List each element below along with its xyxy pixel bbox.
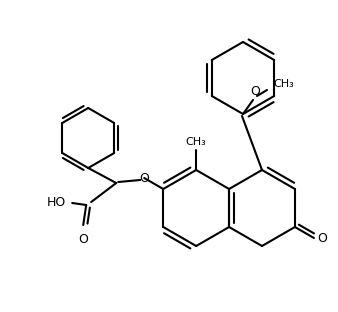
Text: HO: HO bbox=[47, 197, 66, 209]
Text: O: O bbox=[78, 233, 88, 246]
Text: CH₃: CH₃ bbox=[273, 79, 294, 89]
Text: O: O bbox=[317, 232, 327, 245]
Text: O: O bbox=[250, 85, 260, 98]
Text: CH₃: CH₃ bbox=[186, 137, 207, 147]
Text: O: O bbox=[139, 172, 149, 184]
